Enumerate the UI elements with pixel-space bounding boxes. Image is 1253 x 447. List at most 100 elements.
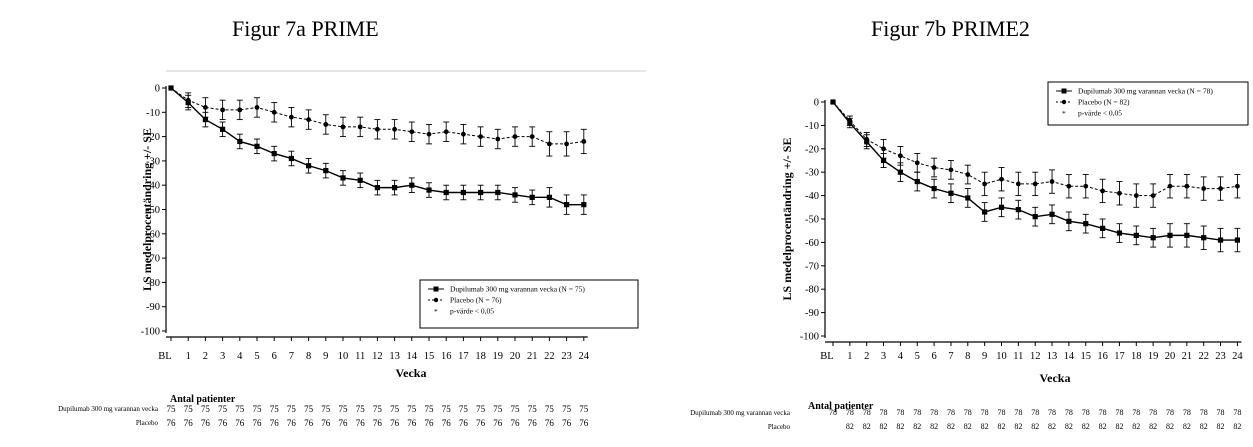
data-point xyxy=(880,157,887,164)
x-tick-label: BL xyxy=(158,351,171,362)
data-point xyxy=(254,143,260,149)
patients-count-cell: 78 xyxy=(980,408,989,417)
series-placebo xyxy=(168,85,587,157)
x-tick-label: 3 xyxy=(881,351,886,362)
x-tick-label: 16 xyxy=(1097,351,1108,362)
data-point xyxy=(478,134,483,140)
data-point xyxy=(1184,232,1190,238)
data-point xyxy=(237,107,243,113)
x-tick-label: 1 xyxy=(847,351,852,362)
data-point xyxy=(495,189,501,196)
patients-count-cell: 78 xyxy=(879,408,888,417)
patients-count-cell: 82 xyxy=(1115,422,1124,431)
data-point xyxy=(495,136,501,142)
x-axis: BL 1 2 3 4 5 6 7 8 9 10 11 12 13 14 15 16 17 18 19 20 21 22 23 2… xyxy=(820,341,1243,362)
patients-count-cell: 78 xyxy=(997,408,1006,417)
data-point xyxy=(1167,183,1173,189)
patients-count-cell: 75 xyxy=(390,404,400,414)
legend-label: Dupilumab 300 mg varannan vecka (N = 75) xyxy=(450,285,585,294)
data-point xyxy=(1201,186,1207,191)
y-tick-label: -100 xyxy=(800,332,819,343)
patients-count-cell: 78 xyxy=(963,408,972,417)
data-point xyxy=(271,151,277,157)
data-point xyxy=(409,129,415,135)
x-tick-label: 21 xyxy=(527,351,538,362)
x-tick-label: 4 xyxy=(237,351,243,362)
y-axis: 0 -10 -20 -30 -40 -50 -60 -70 -80 -90 -100 xyxy=(141,84,167,338)
x-tick-label: 7 xyxy=(289,351,294,362)
y-tick-label: -90 xyxy=(146,302,160,313)
patients-count-cell: 82 xyxy=(1014,422,1023,431)
x-tick-label: 5 xyxy=(254,351,259,362)
chart-panel-prime: Figur 7a PRIME 0 -10 -20 -30 -40 -50 -60 -70 -80… xyxy=(58,16,646,428)
x-axis-label: Vecka xyxy=(396,366,427,380)
data-point xyxy=(881,146,886,152)
data-point xyxy=(460,189,466,196)
patients-count-cell: 82 xyxy=(913,422,922,431)
data-point xyxy=(237,138,243,145)
x-tick-label: 17 xyxy=(1114,351,1125,362)
data-point xyxy=(461,131,466,137)
patients-count-cell: 75 xyxy=(269,404,279,414)
x-tick-label: 12 xyxy=(372,351,383,362)
data-point xyxy=(982,209,988,215)
data-point xyxy=(340,124,346,130)
data-point xyxy=(203,105,208,110)
patients-count-cell: 75 xyxy=(183,404,193,414)
patients-count-cell: 78 xyxy=(1149,408,1158,417)
data-point xyxy=(1015,207,1021,213)
x-tick-label: 10 xyxy=(996,351,1007,362)
x-axis: BL 1 2 3 4 5 6 7 8 9 10 11 12 13 14 15 16 17 18 19 20 21 22 23 2… xyxy=(158,336,590,362)
data-point xyxy=(931,185,937,192)
data-point xyxy=(306,163,312,169)
data-point xyxy=(1133,193,1139,199)
patients-count-cell: 75 xyxy=(235,404,245,414)
patients-count-cell: 75 xyxy=(321,404,331,414)
y-tick-label: -70 xyxy=(146,254,160,265)
patients-count-cell: 82 xyxy=(1233,422,1242,431)
data-point xyxy=(392,185,398,191)
patients-count-cell: 82 xyxy=(862,422,871,431)
y-tick-label: -40 xyxy=(146,181,160,192)
data-point xyxy=(948,167,954,173)
data-point xyxy=(426,131,432,137)
x-tick-label: 4 xyxy=(898,351,904,362)
series-placebo xyxy=(830,99,1241,208)
patients-count-cell: 82 xyxy=(896,422,905,431)
data-point xyxy=(340,175,346,181)
data-point xyxy=(443,129,449,135)
x-tick-label: 9 xyxy=(982,351,987,362)
data-point xyxy=(1234,237,1240,243)
patients-count-cell: 76 xyxy=(562,418,572,428)
data-point xyxy=(1184,183,1190,189)
patients-count-cell: 76 xyxy=(269,418,279,428)
y-axis: 0 -10 -20 -30 -40 -50 -60 -70 -80 -90 -100 xyxy=(800,98,826,343)
data-point xyxy=(998,204,1005,210)
legend-box xyxy=(1047,81,1249,126)
patients-count-cell: 76 xyxy=(407,418,417,428)
patients-table-title: Antal patienter xyxy=(808,401,874,412)
x-tick-label: 2 xyxy=(203,351,208,362)
patients-count-cell: 78 xyxy=(862,408,871,417)
data-point xyxy=(1217,237,1224,243)
data-point xyxy=(1083,183,1089,189)
data-point xyxy=(864,137,870,142)
data-point xyxy=(830,99,836,105)
x-tick-label: BL xyxy=(820,351,833,362)
patients-count-cell: 75 xyxy=(338,404,348,414)
patients-table-title: Antal patienter xyxy=(170,394,236,405)
x-tick-label: 14 xyxy=(407,351,418,362)
y-axis-label: LS medelprocentändring +/- SE xyxy=(780,138,794,301)
patients-count-cell: 82 xyxy=(1098,422,1107,431)
patients-count-cell: 82 xyxy=(1064,422,1073,431)
series-dupilumab xyxy=(168,85,587,215)
data-point xyxy=(409,182,415,188)
x-tick-label: 18 xyxy=(1131,351,1142,362)
x-tick-label: 23 xyxy=(1215,351,1226,362)
data-point xyxy=(512,134,518,140)
data-point xyxy=(1167,232,1173,238)
patients-count-cell: 78 xyxy=(845,408,854,417)
x-tick-label: 7 xyxy=(948,351,953,362)
x-tick-label: 22 xyxy=(544,351,555,362)
data-point xyxy=(306,117,311,122)
